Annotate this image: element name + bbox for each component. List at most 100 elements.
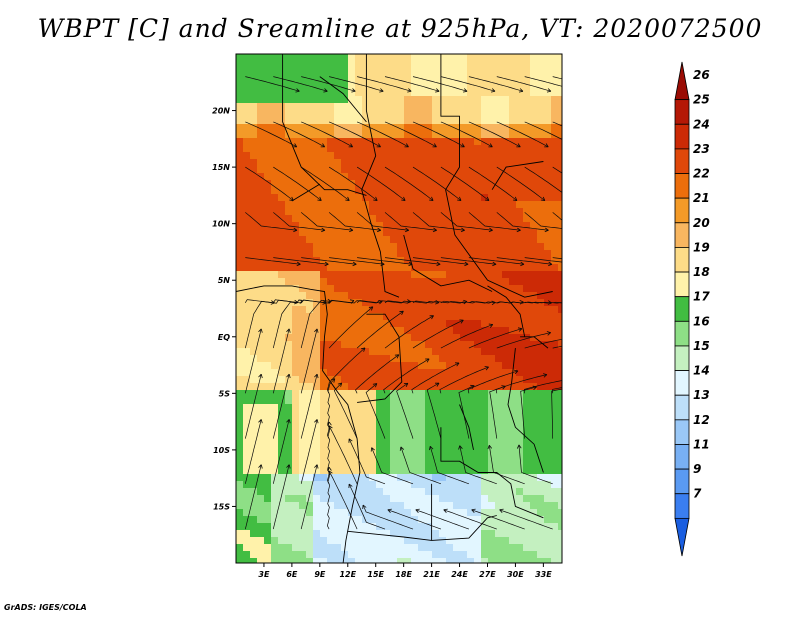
field-cell	[537, 173, 545, 181]
field-cell	[432, 299, 440, 307]
field-cell	[460, 348, 468, 356]
field-cell	[516, 215, 524, 223]
field-cell	[369, 474, 377, 482]
streamline	[245, 212, 298, 231]
field-cell	[383, 299, 391, 307]
streamline	[429, 446, 470, 485]
streamline	[552, 387, 562, 394]
streamline-arrowhead	[328, 470, 333, 476]
field-cell	[537, 236, 545, 244]
field-cell	[418, 145, 426, 153]
field-cell	[439, 117, 447, 125]
field-cell	[418, 320, 426, 328]
field-cell	[369, 327, 377, 335]
field-cell	[551, 334, 559, 342]
field-cell	[285, 152, 293, 160]
field-cell	[537, 96, 545, 104]
field-cell	[516, 355, 524, 363]
field-cell	[488, 341, 496, 349]
field-cell	[537, 376, 545, 384]
colorbar-swatch	[674, 123, 690, 150]
field-cell	[320, 516, 328, 524]
field-cell	[264, 257, 272, 265]
field-cell	[369, 551, 377, 559]
field-cell	[425, 467, 433, 475]
field-cell	[467, 54, 475, 62]
field-cell	[383, 208, 391, 216]
field-cell	[355, 61, 363, 69]
field-cell	[348, 306, 356, 314]
field-cell	[383, 103, 391, 111]
field-cell	[348, 376, 356, 384]
field-cell	[376, 467, 384, 475]
field-cell	[250, 138, 258, 146]
field-cell	[369, 166, 377, 174]
streamline-arrowhead	[544, 143, 549, 148]
field-cell	[334, 131, 342, 139]
field-cell	[236, 222, 244, 230]
field-cell	[425, 474, 433, 482]
field-cell	[432, 411, 440, 419]
field-cell	[355, 523, 363, 531]
field-cell	[558, 537, 562, 545]
streamline	[273, 212, 326, 231]
field-cell	[327, 313, 335, 321]
field-cell	[551, 68, 559, 76]
field-cell	[551, 236, 559, 244]
field-cell	[292, 215, 300, 223]
field-cell	[271, 516, 279, 524]
field-cell	[558, 152, 562, 160]
field-cell	[334, 544, 342, 552]
field-cell	[411, 250, 419, 258]
field-cell	[411, 75, 419, 83]
field-cell	[376, 446, 384, 454]
field-cell	[383, 264, 391, 272]
streamline	[551, 388, 562, 439]
field-cell	[355, 166, 363, 174]
field-cell	[306, 54, 314, 62]
field-cell	[446, 467, 454, 475]
field-cell	[306, 89, 314, 97]
colorbar-swatch	[674, 493, 690, 519]
field-cell	[390, 243, 398, 251]
field-cell	[446, 292, 454, 300]
field-cell	[439, 215, 447, 223]
field-cell	[516, 306, 524, 314]
field-cell	[243, 341, 251, 349]
field-cell	[453, 285, 461, 293]
field-cell	[257, 75, 265, 83]
field-cell	[348, 215, 356, 223]
field-cell	[334, 264, 342, 272]
field-cell	[397, 425, 405, 433]
streamline-arrowhead	[516, 444, 522, 449]
field-cell	[306, 523, 314, 531]
field-cell	[362, 68, 370, 76]
field-cell	[348, 404, 356, 412]
field-cell	[453, 334, 461, 342]
streamline-arrowhead	[314, 328, 319, 333]
field-cell	[411, 180, 419, 188]
field-cell	[320, 376, 328, 384]
field-cell	[502, 82, 510, 90]
field-cell	[299, 502, 307, 510]
field-cell	[544, 82, 552, 90]
field-cell	[285, 516, 293, 524]
field-cell	[257, 166, 265, 174]
field-cell	[369, 313, 377, 321]
field-cell	[341, 215, 349, 223]
field-cell	[299, 313, 307, 321]
colorbar-label: 21	[693, 191, 710, 205]
field-cell	[558, 348, 562, 356]
field-cell	[425, 320, 433, 328]
field-cell	[306, 96, 314, 104]
field-cell	[544, 432, 552, 440]
field-cell	[530, 488, 538, 496]
field-cell	[348, 551, 356, 559]
field-cell	[299, 159, 307, 167]
field-cell	[257, 96, 265, 104]
field-cell	[432, 530, 440, 538]
streamline-arrowhead	[327, 298, 332, 304]
field-cell	[271, 453, 279, 461]
field-cell	[292, 320, 300, 328]
field-cell	[236, 292, 244, 300]
